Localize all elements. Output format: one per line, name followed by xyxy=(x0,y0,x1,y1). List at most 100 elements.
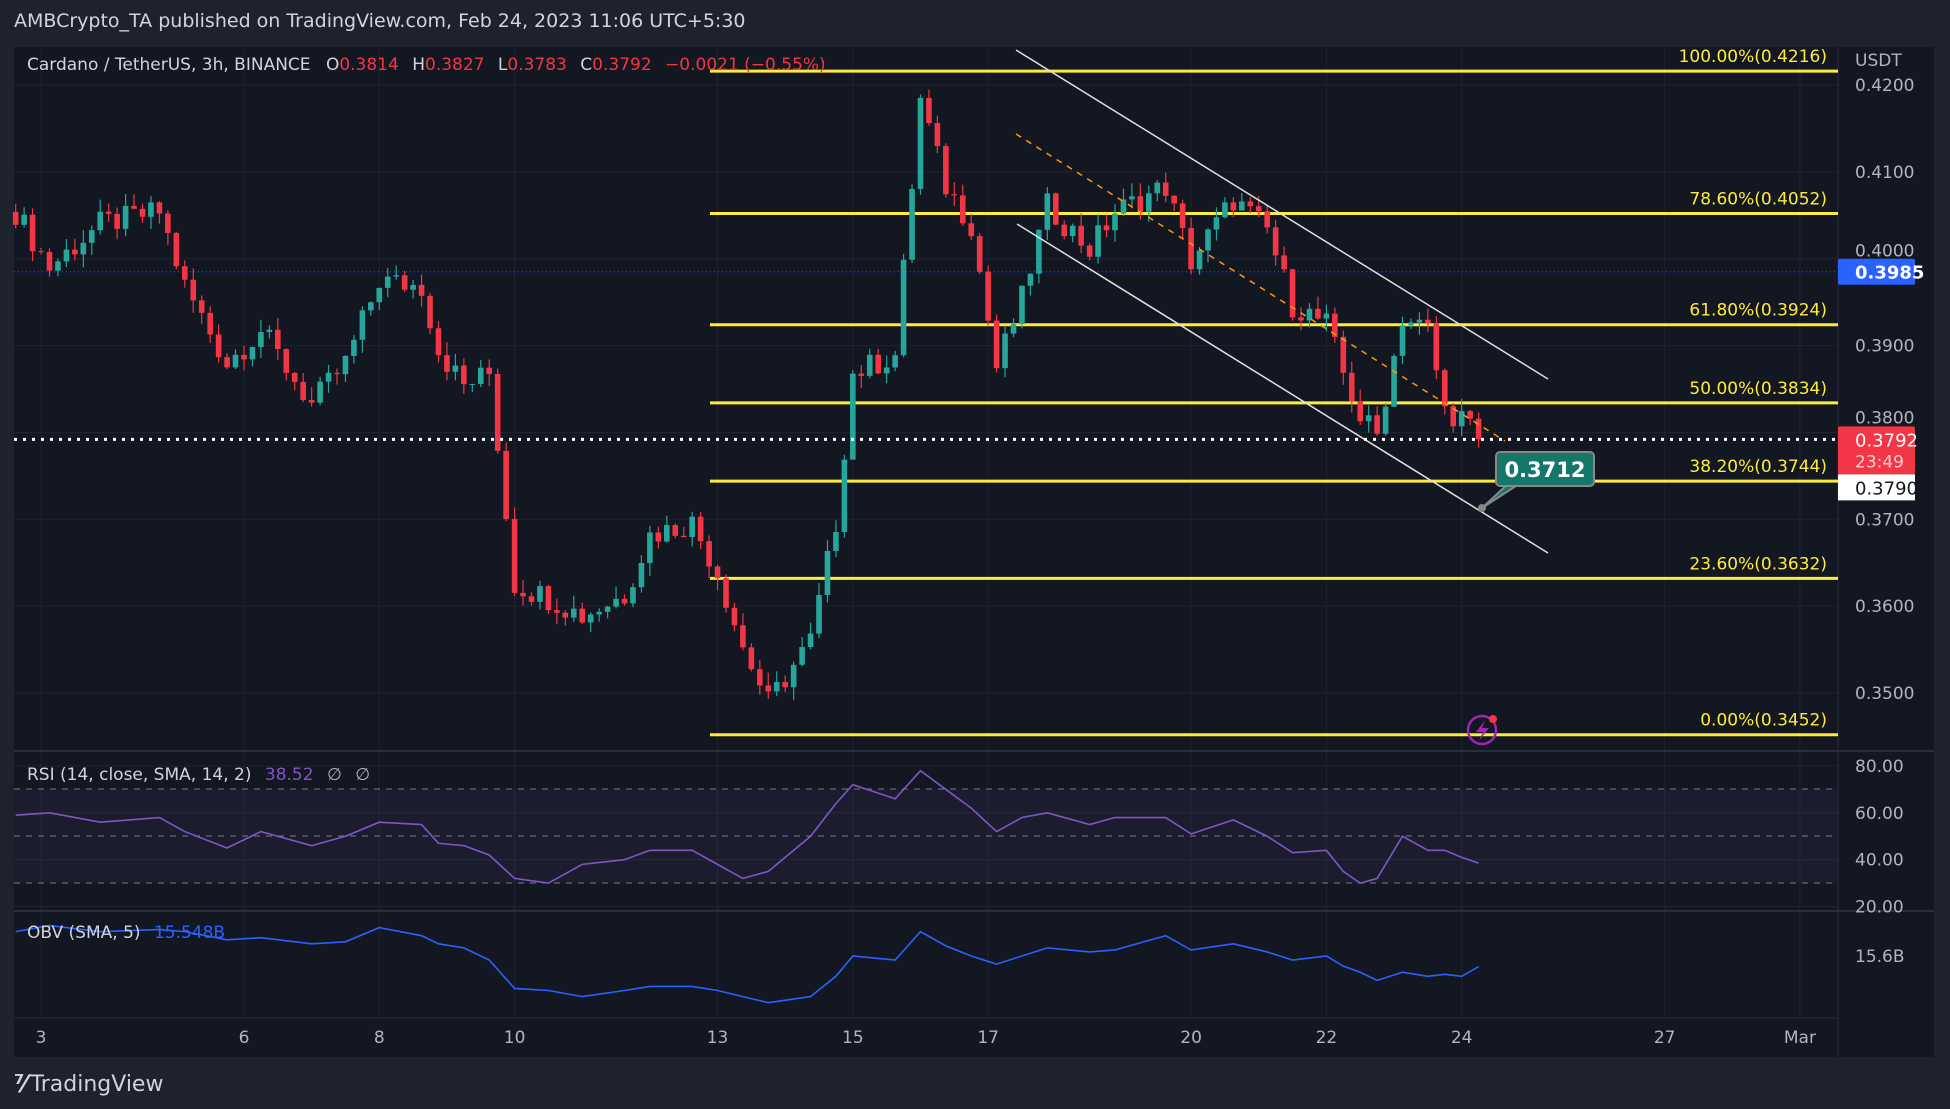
candle-body xyxy=(740,625,746,648)
candle-body xyxy=(486,367,493,375)
candle-body xyxy=(249,347,256,360)
candle-body xyxy=(1433,323,1440,371)
candle-body xyxy=(393,275,400,277)
candle-body xyxy=(858,373,865,376)
candle-body xyxy=(29,214,36,252)
publish-info: AMBCrypto_TA published on TradingView.co… xyxy=(14,10,746,32)
candle-body xyxy=(1281,255,1287,270)
candle-body xyxy=(1416,319,1423,323)
candle-body xyxy=(1044,193,1051,230)
candle-body xyxy=(266,329,273,333)
candle-body xyxy=(833,531,839,552)
candle-body xyxy=(461,365,467,385)
candle-body xyxy=(697,516,704,542)
obv-legend[interactable]: OBV (SMA, 5) 15.548B xyxy=(27,923,225,943)
candle-body xyxy=(850,373,856,460)
candle-body xyxy=(1179,203,1186,228)
candle-body xyxy=(241,354,247,360)
candle-body xyxy=(165,213,171,233)
time-tick-label: 10 xyxy=(504,1028,526,1048)
candle-body xyxy=(384,276,391,288)
candle-body xyxy=(1467,411,1473,419)
candle-body xyxy=(291,372,298,382)
svg-text:Cardano / TetherUS, 3h, BINANC: Cardano / TetherUS, 3h, BINANCE O0.3814 … xyxy=(27,55,826,75)
rsi-tick-label: 40.00 xyxy=(1855,851,1904,871)
last-price-badge xyxy=(1838,426,1915,475)
candle-body xyxy=(1382,406,1389,434)
candle-body xyxy=(1146,193,1152,212)
candle-body xyxy=(1036,229,1042,274)
callout-anchor[interactable] xyxy=(1478,504,1486,512)
low-label: L xyxy=(498,55,508,75)
candle-body xyxy=(427,295,433,329)
candle-body xyxy=(418,284,425,296)
candle-body xyxy=(528,596,535,602)
candle-body xyxy=(1171,195,1177,204)
candle-body xyxy=(1019,285,1025,325)
candle-body xyxy=(1425,319,1431,324)
candle-body xyxy=(435,328,442,356)
candle-body xyxy=(1306,308,1313,321)
candle-body xyxy=(1475,418,1482,440)
alert-icon[interactable] xyxy=(1466,714,1498,746)
candle-body xyxy=(731,607,738,626)
candle-body xyxy=(1289,269,1296,318)
candle-body xyxy=(1078,225,1084,246)
price-tick-label: 0.4000 xyxy=(1855,242,1914,262)
candle-body xyxy=(545,586,552,611)
candle-body xyxy=(959,195,966,224)
rsi-legend[interactable]: RSI (14, close, SMA, 14, 2) 38.52 ∅ ∅ xyxy=(27,765,370,785)
price-axis[interactable]: USDT 0.4200 0.4100 0.4000 0.3900 0.3800 0.3700… xyxy=(1838,51,1924,967)
time-axis[interactable]: 3 6 8 10 13 15 17 20 22 24 27 Mar xyxy=(36,1028,1816,1048)
candle-body xyxy=(1112,213,1118,231)
candle-body xyxy=(790,664,797,688)
candle-body xyxy=(579,608,586,623)
candle-body xyxy=(325,372,332,382)
candle-body xyxy=(1399,325,1406,356)
channel-upper-line[interactable] xyxy=(1015,49,1549,380)
candle-body xyxy=(190,279,197,301)
candle-body xyxy=(72,249,78,255)
candle-body xyxy=(1323,313,1330,319)
candle-body xyxy=(401,275,408,290)
candle-body xyxy=(723,578,729,608)
candle-body xyxy=(520,592,526,597)
high-value: 0.3827 xyxy=(425,55,484,75)
callout-label: 0.3712 xyxy=(1504,458,1585,482)
fib-level-label: 0.00%(0.3452) xyxy=(1700,711,1827,731)
tradingview-logo-icon: ⁷⁄ xyxy=(14,1070,26,1098)
candle-body xyxy=(816,594,822,634)
candle-body xyxy=(976,236,983,272)
candle-body xyxy=(554,610,560,613)
candle-body xyxy=(503,450,509,520)
candle-body xyxy=(1222,202,1228,218)
tradingview-logo[interactable]: ⁷⁄ TradingView xyxy=(14,1070,163,1098)
time-tick-label: 22 xyxy=(1316,1028,1338,1048)
candle-body xyxy=(477,367,484,384)
symbol-label: Cardano / TetherUS, 3h, BINANCE xyxy=(27,55,311,75)
fib-retracement[interactable]: 100.00%(0.4216) 78.60%(0.4052) 61.80%(0.39… xyxy=(710,47,1838,737)
candle-body xyxy=(275,329,281,350)
price-callout[interactable]: 0.3712 xyxy=(1478,451,1595,512)
candle-body xyxy=(97,211,104,231)
candle-body xyxy=(570,608,577,618)
candle-body xyxy=(1348,372,1355,402)
channel-lower-line[interactable] xyxy=(1016,223,1549,554)
candle-body xyxy=(562,612,569,618)
candle-body xyxy=(1458,411,1465,427)
fib-level-label: 78.60%(0.4052) xyxy=(1689,190,1827,210)
candle-body xyxy=(1332,313,1338,337)
candle-body xyxy=(587,614,594,623)
candle-body xyxy=(1298,317,1304,321)
candle-body xyxy=(1154,182,1161,194)
candle-body xyxy=(1408,322,1414,326)
time-tick-label: 13 xyxy=(707,1028,729,1048)
candle-body xyxy=(1061,224,1068,237)
candle-body xyxy=(46,251,53,271)
candle-body xyxy=(38,251,44,253)
candle-body xyxy=(1315,308,1321,319)
grid xyxy=(14,47,1838,1018)
channel-midline[interactable] xyxy=(1015,133,1506,442)
candle-body xyxy=(993,320,1000,369)
